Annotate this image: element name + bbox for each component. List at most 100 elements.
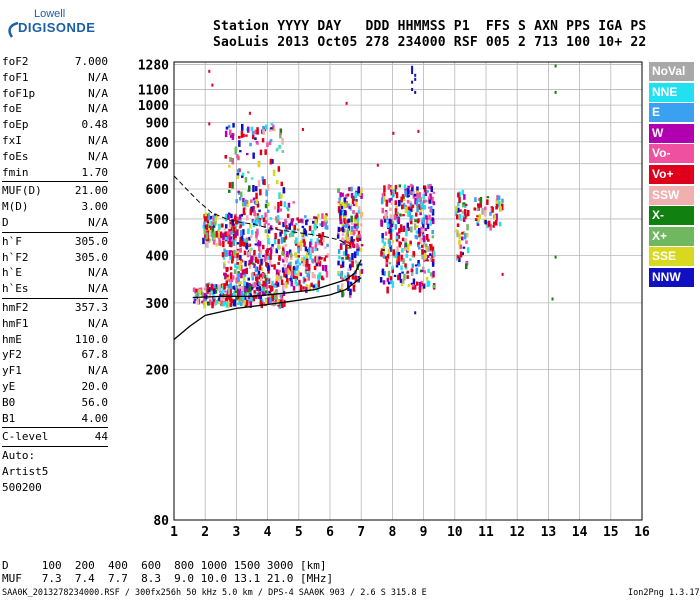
- echo-point: [383, 196, 386, 202]
- echo-point: [410, 221, 413, 225]
- echo-point: [277, 272, 280, 278]
- echo-point: [252, 272, 256, 276]
- echo-point: [429, 219, 432, 226]
- echo-point: [251, 229, 254, 235]
- echo-point: [295, 266, 299, 271]
- echo-point: [215, 214, 219, 218]
- echo-point: [303, 278, 307, 282]
- echo-point: [245, 237, 249, 240]
- echo-point: [390, 277, 393, 284]
- echo-point: [280, 194, 283, 199]
- echo-point: [351, 260, 354, 268]
- echo-point: [254, 281, 257, 288]
- echo-point: [266, 249, 269, 257]
- echo-point: [416, 225, 419, 228]
- echo-point: [230, 277, 234, 283]
- echo-point: [250, 177, 254, 180]
- param-name: h`E: [2, 266, 22, 280]
- echo-point: [195, 292, 198, 298]
- echo-point: [473, 207, 476, 211]
- echo-point: [345, 248, 348, 256]
- echo-point: [247, 297, 250, 302]
- echo-point: [250, 295, 253, 302]
- echo-point: [280, 181, 283, 187]
- echo-point: [241, 202, 245, 207]
- echo-point: [314, 241, 318, 246]
- echo-point: [220, 296, 223, 301]
- echo-point: [354, 260, 358, 264]
- echo-point: [303, 259, 306, 263]
- echo-point: [314, 248, 317, 252]
- echo-point: [405, 253, 408, 258]
- echo-point: [358, 234, 361, 239]
- echo-point: [418, 246, 421, 250]
- echo-point: [402, 258, 405, 264]
- echo-point: [389, 219, 393, 222]
- echo-point: [419, 207, 423, 213]
- echo-point: [418, 192, 421, 199]
- echo-point: [220, 290, 224, 296]
- echo-point: [320, 275, 324, 280]
- echo-point: [262, 125, 265, 133]
- trace-lines: [173, 175, 362, 340]
- echo-point: [248, 263, 251, 266]
- echo-point: [198, 289, 202, 296]
- echo-point: [206, 288, 209, 294]
- echo-point: [309, 241, 312, 248]
- echo-point: [237, 190, 240, 193]
- echo-point: [412, 278, 416, 285]
- echo-point: [300, 257, 304, 262]
- echo-point: [464, 209, 467, 216]
- echo-point: [236, 175, 240, 180]
- echo-point: [421, 220, 424, 225]
- echo-point: [387, 248, 391, 255]
- echo-point: [258, 281, 261, 285]
- param-name: yF1: [2, 364, 22, 378]
- echo-point: [353, 223, 357, 229]
- echo-point: [341, 277, 344, 281]
- echo-point: [257, 180, 261, 187]
- echo-point: [305, 260, 309, 267]
- echo-point: [287, 262, 291, 267]
- echo-point: [225, 280, 228, 286]
- echo-point: [241, 175, 244, 178]
- echo-point: [356, 250, 359, 256]
- echo-point: [400, 259, 403, 262]
- param-row: hmE 110.0: [2, 332, 108, 348]
- echo-point: [237, 217, 240, 224]
- echo-point: [425, 276, 429, 281]
- echo-point: [352, 243, 356, 249]
- echo-point: [305, 284, 308, 287]
- echo-point: [276, 208, 280, 213]
- echo-point: [224, 302, 227, 305]
- echo-point: [230, 213, 233, 218]
- echo-point: [360, 244, 364, 247]
- header-line-2: SaoLuis 2013 Oct05 278 234000 RSF 005 2 …: [213, 35, 647, 50]
- echo-point: [458, 191, 461, 199]
- echo-point: [314, 219, 318, 226]
- param-value: N/A: [88, 86, 108, 100]
- echo-point: [423, 259, 426, 263]
- echo-point: [237, 169, 240, 173]
- echo-point: [247, 292, 250, 295]
- echo-point: [342, 251, 346, 257]
- echo-point: [337, 249, 341, 254]
- echo-point: [458, 257, 461, 262]
- echo-point: [406, 244, 410, 252]
- echo-point: [281, 302, 284, 309]
- echo-point: [294, 278, 298, 285]
- echo-point: [352, 229, 356, 236]
- echo-point: [212, 236, 215, 241]
- echo-point: [192, 287, 196, 292]
- echo-point: [257, 270, 261, 275]
- echo-point: [239, 240, 242, 248]
- echo-point: [424, 199, 428, 203]
- echo-point: [404, 246, 408, 250]
- echo-point: [280, 237, 284, 244]
- echo-point: [346, 254, 350, 260]
- echo-point: [259, 249, 263, 255]
- echo-point: [424, 228, 427, 231]
- y-tick-label: 700: [146, 158, 170, 173]
- echo-point: [268, 285, 271, 289]
- echo-point: [282, 258, 285, 263]
